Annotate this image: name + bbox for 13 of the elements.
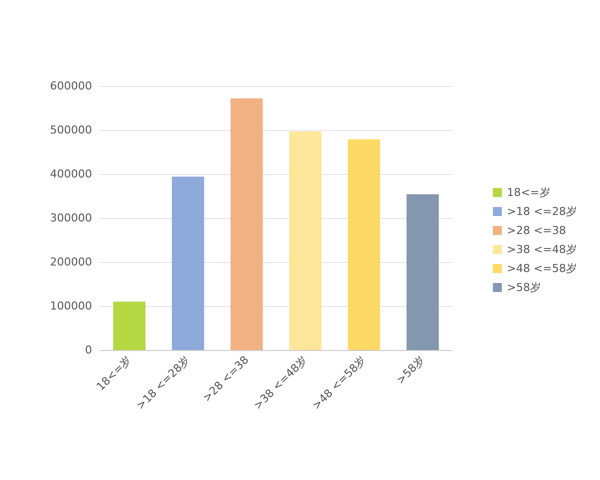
- legend-label: >18 <=28岁: [506, 205, 578, 218]
- legend-label: 18<=岁: [506, 186, 550, 199]
- y-tick-label: 400000: [50, 168, 92, 180]
- y-tick-label: 0: [85, 344, 92, 356]
- y-tick-label: 100000: [50, 300, 92, 312]
- legend-label: >28 <=38: [506, 224, 566, 237]
- y-tick-label: 600000: [50, 80, 92, 92]
- legend-label: >38 <=48岁: [506, 243, 578, 256]
- y-tick-label: 200000: [50, 256, 92, 268]
- legend-label: >58岁: [506, 281, 542, 294]
- y-tick-label: 300000: [50, 212, 92, 224]
- y-tick-label: 500000: [50, 124, 92, 136]
- legend-label: >48 <=58岁: [506, 262, 578, 275]
